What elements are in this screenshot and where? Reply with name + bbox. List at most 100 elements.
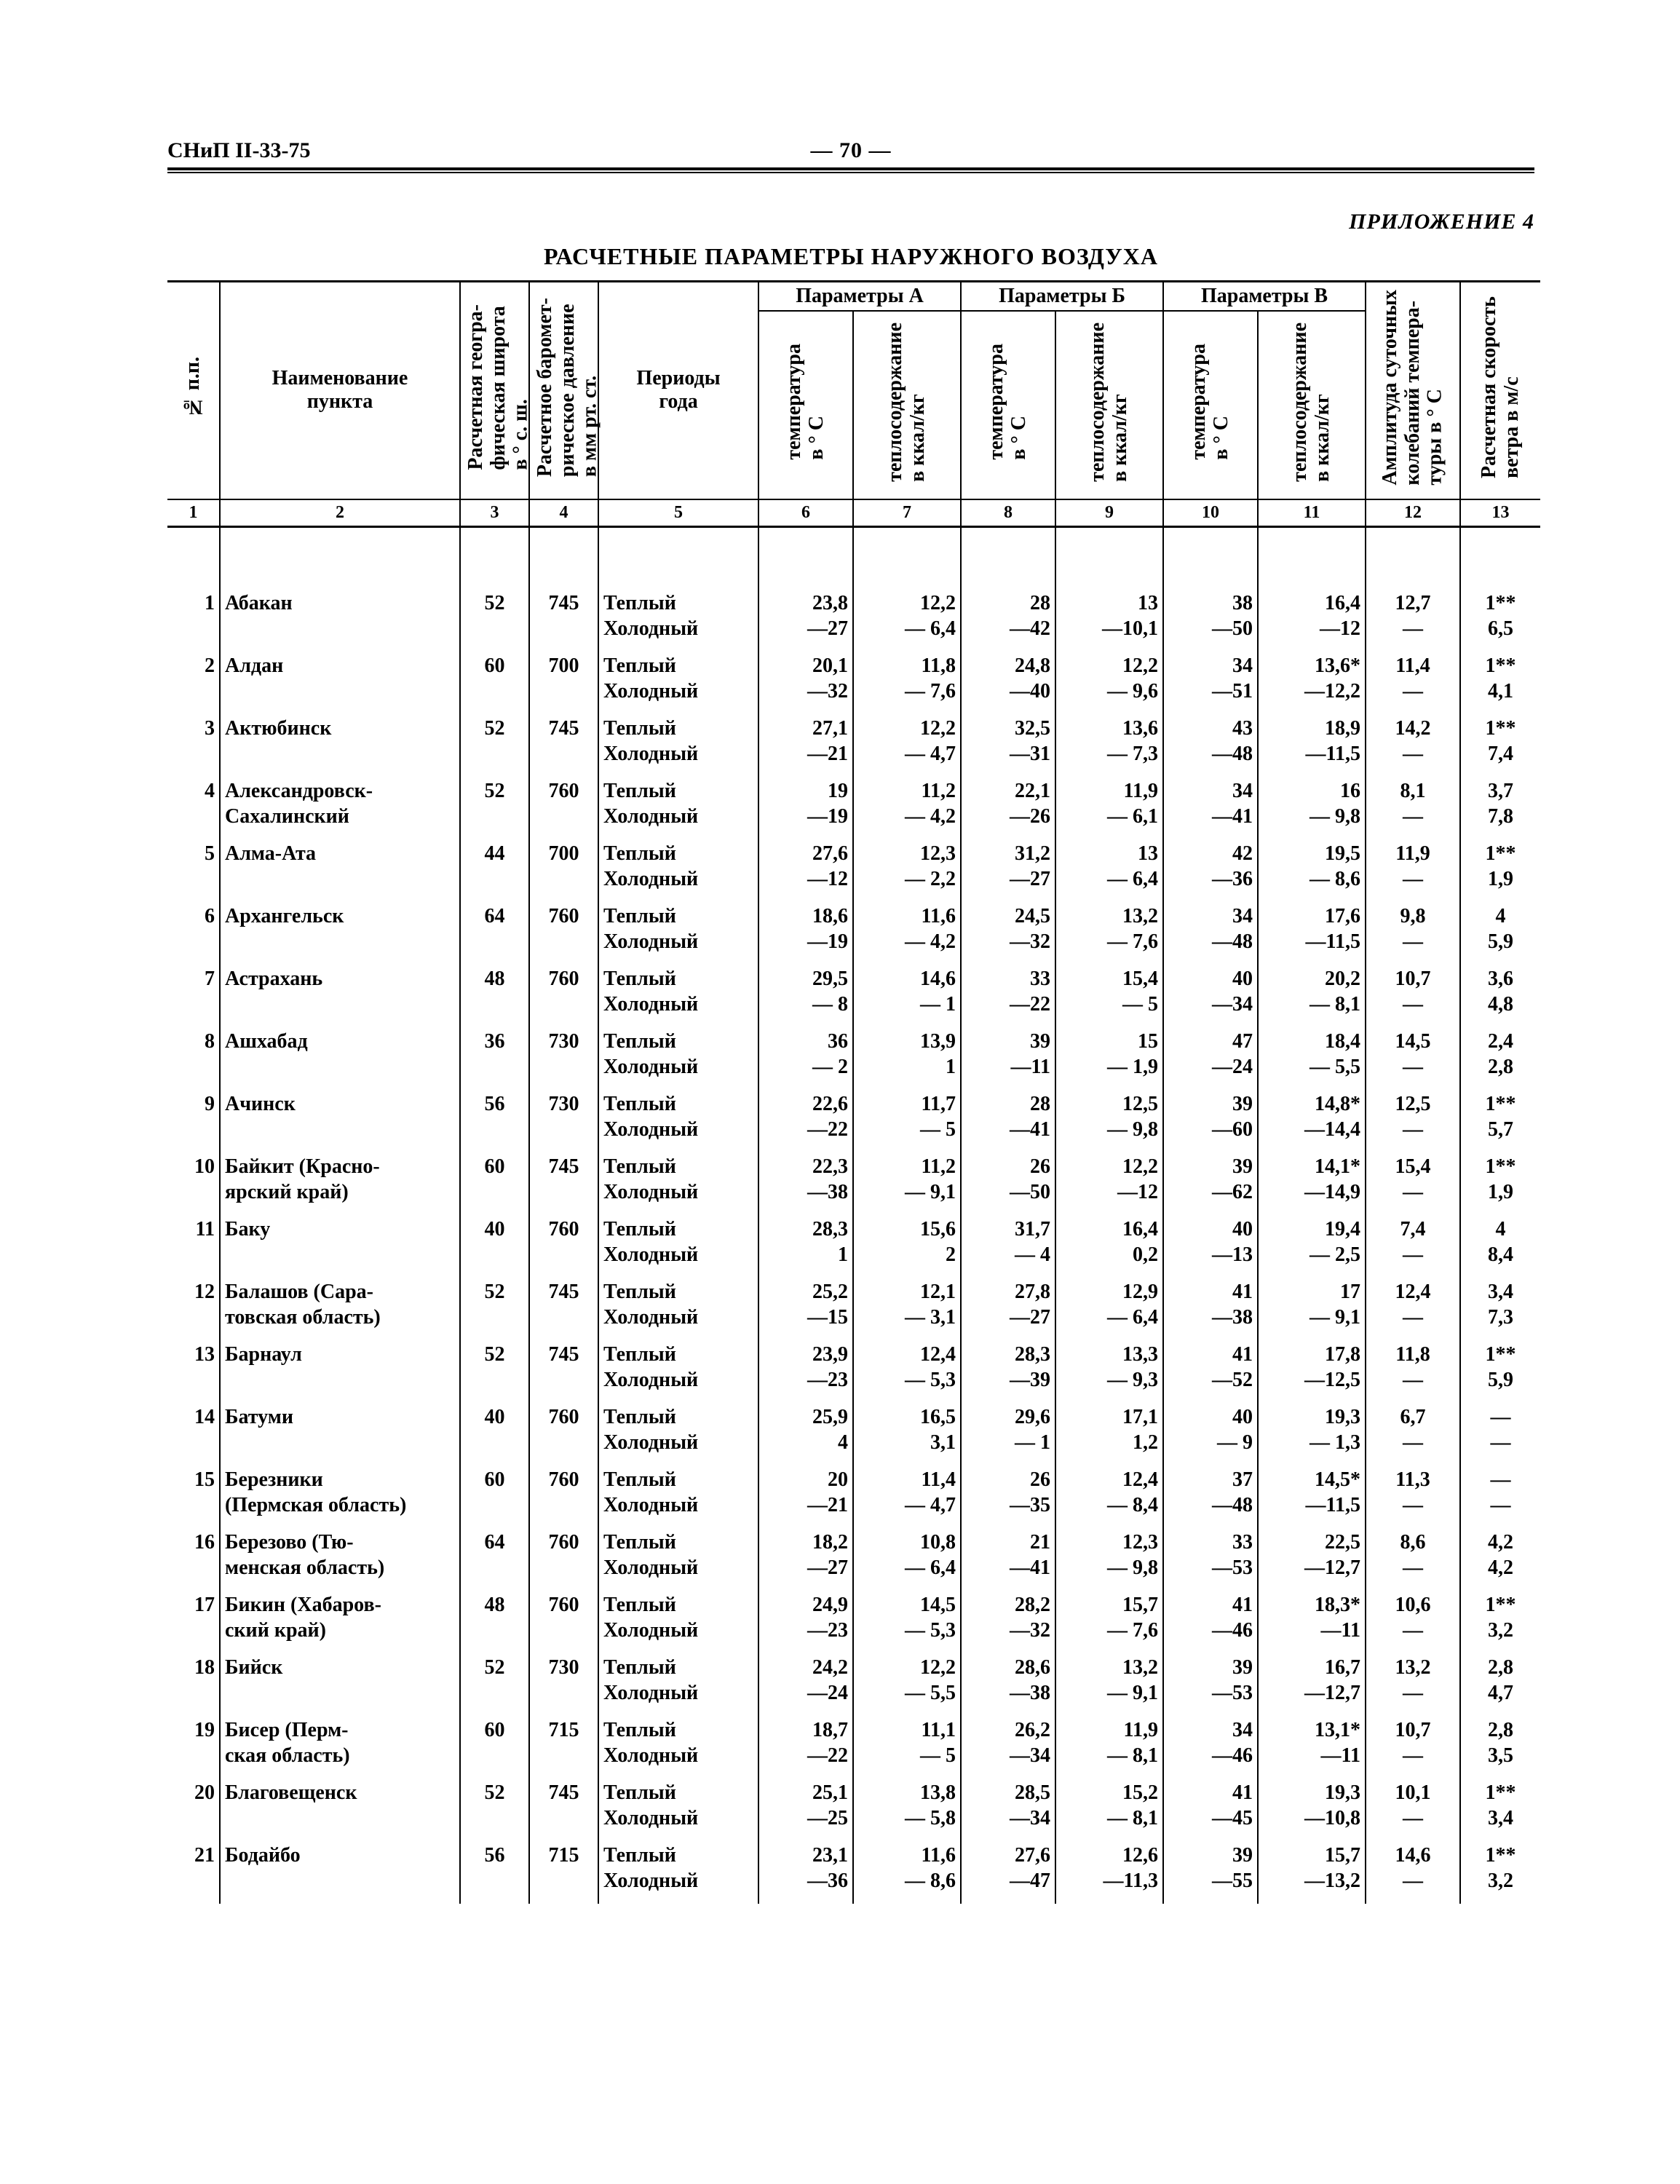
cell-periods: ТеплыйХолодный xyxy=(598,652,758,714)
cell-v-temp: 34—51 xyxy=(1163,652,1258,714)
cell-latitude: 48 xyxy=(460,965,529,1027)
cell-wind: 1**4,1 xyxy=(1460,652,1540,714)
cell-b-temp: 39—11 xyxy=(961,1027,1055,1090)
cell-v-temp: 33—53 xyxy=(1163,1528,1258,1591)
cell-periods: ТеплыйХолодный xyxy=(598,1779,758,1841)
cell-amplitude: 8,6— xyxy=(1366,1528,1460,1591)
cell-amplitude: 14,6— xyxy=(1366,1841,1460,1904)
cell-amplitude: 15,4— xyxy=(1366,1152,1460,1215)
cell-name: Алдан xyxy=(220,652,460,714)
cell-latitude: 64 xyxy=(460,902,529,965)
cell-a-temp: 22,6—22 xyxy=(758,1090,853,1152)
th-lat: Расчетная геогра- фическая широта в ° с.… xyxy=(460,282,529,499)
doc-code: СНиП II-33-75 xyxy=(167,138,310,163)
cell-name: Бисер (Перм-ская область) xyxy=(220,1716,460,1779)
cell-b-heat: 15— 1,9 xyxy=(1055,1027,1163,1090)
cell-amplitude: 11,3— xyxy=(1366,1465,1460,1528)
cell-name: Абакан xyxy=(220,589,460,652)
cell-v-heat: 19,3—10,8 xyxy=(1258,1779,1366,1841)
cell-wind: 3,47,3 xyxy=(1460,1278,1540,1340)
cell-pressure: 745 xyxy=(529,714,598,777)
cell-b-temp: 32,5—31 xyxy=(961,714,1055,777)
cell-v-temp: 43—48 xyxy=(1163,714,1258,777)
cell-wind: 2,83,5 xyxy=(1460,1716,1540,1779)
table-row: 5Алма-Ата44700ТеплыйХолодный27,6—1212,3—… xyxy=(167,839,1540,902)
cell-b-temp: 24,5—32 xyxy=(961,902,1055,965)
cell-pressure: 700 xyxy=(529,652,598,714)
cell-wind: 2,42,8 xyxy=(1460,1027,1540,1090)
cell-b-temp: 26—35 xyxy=(961,1465,1055,1528)
table-row: 1Абакан52745ТеплыйХолодный23,8—2712,2— 6… xyxy=(167,589,1540,652)
th-name: Наименование пункта xyxy=(220,282,460,499)
cell-a-temp: 27,1—21 xyxy=(758,714,853,777)
th-wind: Расчетная скорость ветра в м/с xyxy=(1460,282,1540,499)
cell-b-heat: 13— 6,4 xyxy=(1055,839,1163,902)
table-row: 15Березники(Пермская область)60760Теплый… xyxy=(167,1465,1540,1528)
cell-a-temp: 18,2—27 xyxy=(758,1528,853,1591)
cell-a-temp: 27,6—12 xyxy=(758,839,853,902)
cell-index: 5 xyxy=(167,839,220,902)
cell-index: 6 xyxy=(167,902,220,965)
cell-name: Бикин (Хабаров-ский край) xyxy=(220,1591,460,1653)
cell-periods: ТеплыйХолодный xyxy=(598,965,758,1027)
cell-pressure: 745 xyxy=(529,1340,598,1403)
cell-a-heat: 11,2— 4,2 xyxy=(853,777,961,839)
cell-v-heat: 22,5—12,7 xyxy=(1258,1528,1366,1591)
cell-b-heat: 12,2—12 xyxy=(1055,1152,1163,1215)
cell-v-temp: 40—13 xyxy=(1163,1215,1258,1278)
cell-wind: 48,4 xyxy=(1460,1215,1540,1278)
cell-pressure: 760 xyxy=(529,1591,598,1653)
colnum: 7 xyxy=(853,499,961,527)
cell-b-heat: 12,3— 9,8 xyxy=(1055,1528,1163,1591)
cell-a-heat: 11,6— 4,2 xyxy=(853,902,961,965)
cell-index: 9 xyxy=(167,1090,220,1152)
cell-v-heat: 18,9—11,5 xyxy=(1258,714,1366,777)
table-row: 19Бисер (Перм-ская область)60715ТеплыйХо… xyxy=(167,1716,1540,1779)
cell-b-temp: 31,7— 4 xyxy=(961,1215,1055,1278)
cell-b-temp: 31,2—27 xyxy=(961,839,1055,902)
cell-pressure: 760 xyxy=(529,965,598,1027)
th-group-a: Параметры А xyxy=(758,282,961,311)
cell-latitude: 44 xyxy=(460,839,529,902)
cell-index: 19 xyxy=(167,1716,220,1779)
cell-wind: 3,64,8 xyxy=(1460,965,1540,1027)
cell-index: 2 xyxy=(167,652,220,714)
cell-a-temp: 25,2—15 xyxy=(758,1278,853,1340)
cell-amplitude: 10,1— xyxy=(1366,1779,1460,1841)
cell-v-heat: 19,5— 8,6 xyxy=(1258,839,1366,902)
cell-pressure: 745 xyxy=(529,1779,598,1841)
cell-a-heat: 11,2— 9,1 xyxy=(853,1152,961,1215)
table-row: 17Бикин (Хабаров-ский край)48760ТеплыйХо… xyxy=(167,1591,1540,1653)
cell-amplitude: 10,6— xyxy=(1366,1591,1460,1653)
cell-v-temp: 39—62 xyxy=(1163,1152,1258,1215)
cell-periods: ТеплыйХолодный xyxy=(598,1716,758,1779)
cell-name: Березники(Пермская область) xyxy=(220,1465,460,1528)
cell-name: Баку xyxy=(220,1215,460,1278)
cell-periods: ТеплыйХолодный xyxy=(598,1027,758,1090)
header-rule xyxy=(167,172,1534,173)
cell-a-heat: 12,4— 5,3 xyxy=(853,1340,961,1403)
cell-v-heat: 14,8*—14,4 xyxy=(1258,1090,1366,1152)
cell-a-temp: 28,31 xyxy=(758,1215,853,1278)
cell-latitude: 56 xyxy=(460,1090,529,1152)
cell-b-temp: 26,2—34 xyxy=(961,1716,1055,1779)
table-row: 12Балашов (Сара-товская область)52745Теп… xyxy=(167,1278,1540,1340)
table-title: РАСЧЕТНЫЕ ПАРАМЕТРЫ НАРУЖНОГО ВОЗДУХА xyxy=(167,243,1534,270)
cell-name: Архангельск xyxy=(220,902,460,965)
colnum: 5 xyxy=(598,499,758,527)
cell-index: 1 xyxy=(167,589,220,652)
cell-latitude: 52 xyxy=(460,777,529,839)
cell-index: 15 xyxy=(167,1465,220,1528)
colnum: 1 xyxy=(167,499,220,527)
cell-b-heat: 12,9— 6,4 xyxy=(1055,1278,1163,1340)
cell-a-heat: 11,1— 5 xyxy=(853,1716,961,1779)
cell-index: 10 xyxy=(167,1152,220,1215)
cell-name: Ачинск xyxy=(220,1090,460,1152)
cell-name: Бодайбо xyxy=(220,1841,460,1904)
cell-v-temp: 41—46 xyxy=(1163,1591,1258,1653)
cell-v-heat: 18,3*—11 xyxy=(1258,1591,1366,1653)
cell-a-heat: 13,8— 5,8 xyxy=(853,1779,961,1841)
cell-periods: ТеплыйХолодный xyxy=(598,1278,758,1340)
colnum: 12 xyxy=(1366,499,1460,527)
cell-b-temp: 27,8—27 xyxy=(961,1278,1055,1340)
